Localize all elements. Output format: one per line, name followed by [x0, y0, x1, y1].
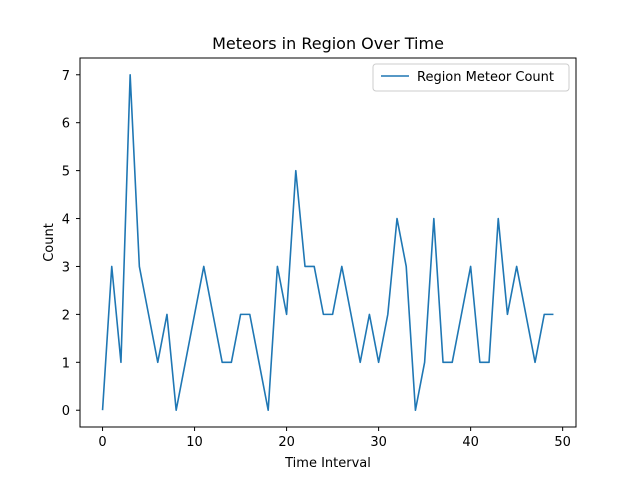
series-line-0 — [101, 73, 554, 412]
y-tick-label: 1 — [62, 356, 70, 371]
x-tick-label: 50 — [554, 435, 571, 450]
y-tick-label: 2 — [62, 308, 70, 323]
x-tick-label: 10 — [186, 435, 203, 450]
y-tick-label: 5 — [62, 165, 70, 180]
y-tick-label: 3 — [62, 260, 70, 275]
legend-entry-label: Region Meteor Count — [417, 70, 554, 85]
y-tick-label: 4 — [62, 213, 70, 228]
y-axis: 0 1 2 3 4 5 6 7 — [62, 69, 80, 419]
x-tick-label: 40 — [462, 435, 479, 450]
y-tick-label: 6 — [62, 117, 70, 132]
y-tick-label: 7 — [62, 69, 70, 84]
legend-box — [372, 63, 570, 92]
legend: Region Meteor Count — [372, 63, 570, 92]
x-axis-label: Time Interval — [284, 456, 371, 471]
x-tick-label: 20 — [278, 435, 295, 450]
plot-area — [101, 73, 554, 412]
x-tick-label: 0 — [98, 435, 106, 450]
x-axis: 0 10 20 30 40 50 — [98, 427, 571, 450]
axes-frame — [79, 57, 577, 428]
x-tick-label: 30 — [370, 435, 387, 450]
y-tick-label: 0 — [62, 404, 70, 419]
chart-title: Meteors in Region Over Time — [212, 34, 444, 53]
y-axis-label: Count — [42, 223, 57, 262]
